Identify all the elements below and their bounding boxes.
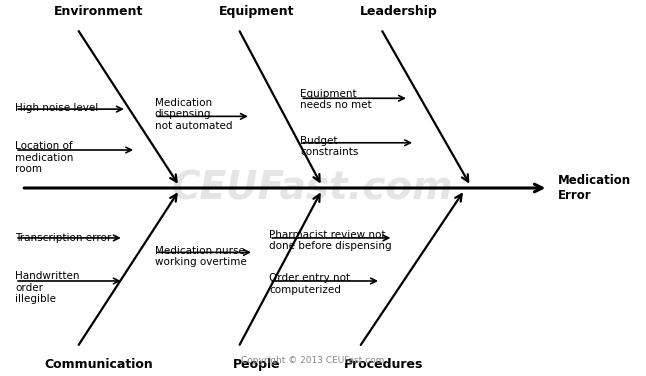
Text: People: People bbox=[233, 358, 281, 371]
Text: Pharmacist review not
done before dispensing: Pharmacist review not done before dispen… bbox=[269, 230, 392, 251]
Text: Medication nurse
working overtime: Medication nurse working overtime bbox=[154, 246, 246, 267]
Text: Transcription error: Transcription error bbox=[15, 233, 111, 243]
Text: Equipment
needs no met: Equipment needs no met bbox=[300, 88, 372, 110]
Text: Medication
dispensing
not automated: Medication dispensing not automated bbox=[154, 97, 232, 131]
Text: Communication: Communication bbox=[45, 358, 153, 371]
Text: Handwritten
order
illegible: Handwritten order illegible bbox=[15, 271, 79, 305]
Text: Equipment: Equipment bbox=[219, 5, 295, 18]
Text: Environment: Environment bbox=[54, 5, 143, 18]
Text: High noise level: High noise level bbox=[15, 103, 98, 113]
Text: Location of
medication
room: Location of medication room bbox=[15, 141, 74, 174]
Text: Medication
Error: Medication Error bbox=[557, 174, 630, 202]
Text: CEUFast.com: CEUFast.com bbox=[172, 169, 453, 207]
Text: Budget
constraints: Budget constraints bbox=[300, 135, 359, 157]
Text: Procedures: Procedures bbox=[344, 358, 424, 371]
Text: Leadership: Leadership bbox=[359, 5, 437, 18]
Text: Copyright © 2013 CEUFast.com: Copyright © 2013 CEUFast.com bbox=[241, 356, 384, 365]
Text: Order entry not
computerized: Order entry not computerized bbox=[269, 273, 350, 295]
